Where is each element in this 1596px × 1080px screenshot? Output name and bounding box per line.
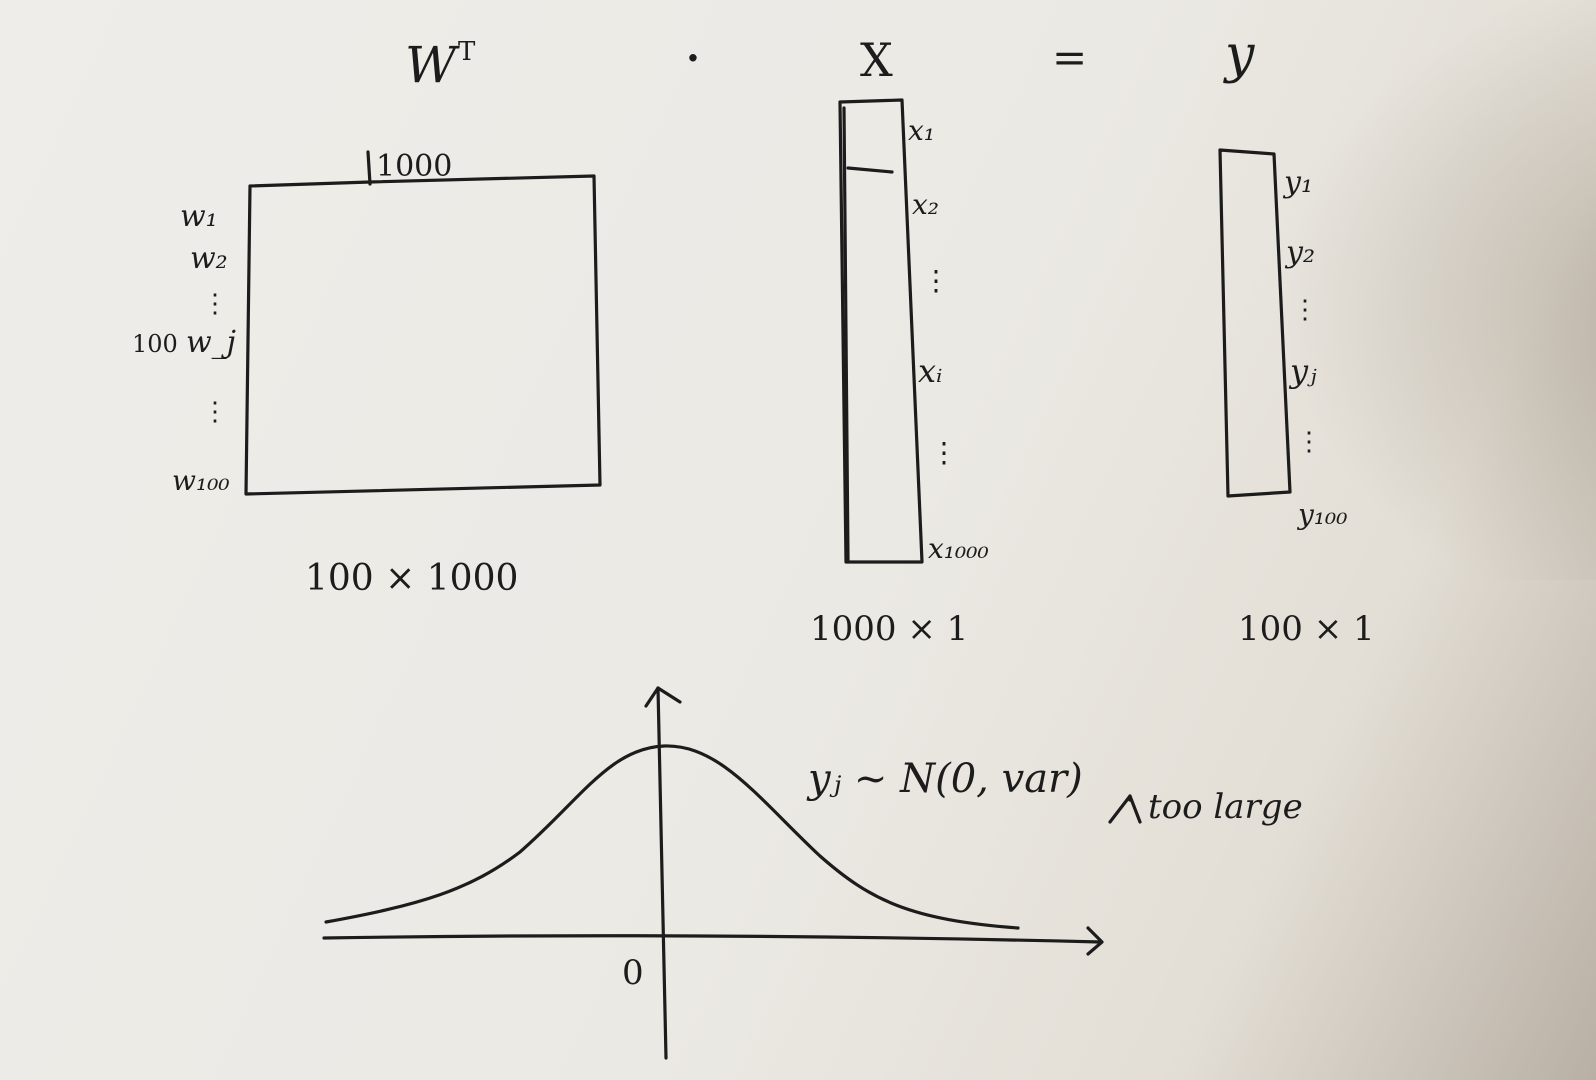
vector-y-box (1218, 148, 1292, 498)
y-label-dots-1: ⋮ (1292, 295, 1318, 325)
y-label-1: y₁ (1282, 165, 1313, 200)
y-label-j: yⱼ (1288, 352, 1317, 390)
x-label-1000: x₁₀₀₀ (928, 532, 989, 565)
distribution-plot: 0 yⱼ ~ N(0, var) too large (322, 686, 1303, 1060)
row-label-100-side: 100 (132, 330, 178, 358)
y-symbol: y (1223, 25, 1255, 85)
wt-superscript: T (458, 37, 476, 67)
vector-y-size: 100 × 1 (1238, 609, 1375, 649)
x-label-i: xᵢ (918, 352, 942, 390)
x-label-2: x₂ (912, 188, 939, 221)
vector-x-box (838, 98, 924, 564)
matrix-w-tick (366, 150, 372, 186)
row-label-dots-2: ⋮ (202, 397, 228, 427)
matrix-w: 1000 w₁ w₂ ⋮ 100 w_j ⋮ w₁₀₀ 100 × 1000 (132, 149, 602, 599)
row-label-w1: w₁ (180, 199, 218, 234)
vector-y: y₁ y₂ ⋮ yⱼ ⋮ y₁₀₀ 100 × 1 (1218, 148, 1375, 649)
equals-sign: = (1052, 33, 1087, 82)
too-large-note: too large (1148, 787, 1303, 827)
distribution-formula: yⱼ ~ N(0, var) (806, 756, 1083, 802)
vector-x-inner-line (842, 106, 850, 562)
x-axis (322, 934, 1102, 944)
origin-label: 0 (622, 953, 644, 993)
y-axis-arrow (644, 686, 682, 708)
vector-x-size: 1000 × 1 (810, 609, 968, 649)
y-axis (656, 686, 668, 1060)
row-label-dots-1: ⋮ (202, 289, 228, 319)
row-label-w100: w₁₀₀ (172, 464, 230, 497)
dot-operator: · (686, 35, 700, 82)
x-label-dots-1: ⋮ (922, 264, 950, 297)
matrix-w-box (244, 174, 602, 496)
row-label-wj: w_j (186, 325, 236, 360)
y-label-dots-2: ⋮ (1296, 427, 1322, 457)
caret-arrow-icon (1108, 794, 1142, 824)
wt-symbol: W (405, 36, 460, 94)
y-label-100: y₁₀₀ (1296, 498, 1348, 531)
row-label-w2: w₂ (190, 241, 228, 276)
y-label-2: y₂ (1284, 235, 1315, 270)
matrix-w-size: 100 × 1000 (305, 558, 518, 599)
x-label-1: x₁ (908, 114, 935, 147)
matrix-w-top-label: 1000 (376, 149, 452, 184)
equation-header: W T · X = y (405, 25, 1255, 94)
bell-curve (324, 744, 1020, 930)
vector-x: x₁ x₂ ⋮ xᵢ ⋮ x₁₀₀₀ 1000 × 1 (810, 98, 989, 649)
shadow-overlay (1280, 0, 1596, 580)
x-label-dots-2: ⋮ (930, 436, 958, 469)
x-axis-arrow (1086, 926, 1104, 956)
vector-x-row-divider (846, 166, 894, 174)
x-symbol: X (860, 33, 893, 87)
